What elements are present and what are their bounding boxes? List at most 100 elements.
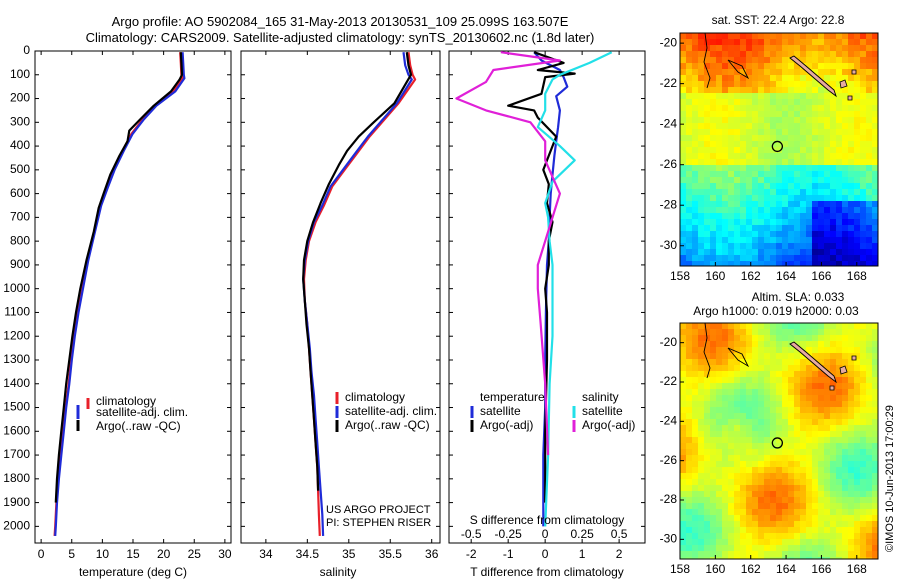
heatmap-cell xyxy=(764,329,771,336)
heatmap-cell xyxy=(752,449,759,456)
heatmap-cell xyxy=(764,123,771,130)
heatmap-cell xyxy=(740,57,747,64)
heatmap-cell xyxy=(830,159,837,166)
heatmap-cell xyxy=(752,347,759,354)
heatmap-cell xyxy=(830,177,837,184)
heatmap-cell xyxy=(764,237,771,244)
heatmap-cell xyxy=(830,111,837,118)
heatmap-cell xyxy=(686,99,693,106)
heatmap-cell xyxy=(782,413,789,420)
heatmap-cell xyxy=(770,425,777,432)
heatmap-cell xyxy=(866,237,873,244)
heatmap-cell xyxy=(704,147,711,154)
heatmap-cell xyxy=(830,129,837,136)
heatmap-cell xyxy=(752,377,759,384)
sst-loyalty-islands xyxy=(839,69,857,101)
heatmap-cell xyxy=(848,443,855,450)
heatmap-cell xyxy=(794,383,801,390)
heatmap-cell xyxy=(722,207,729,214)
heatmap-cell xyxy=(710,33,717,40)
heatmap-cell xyxy=(776,99,783,106)
heatmap-cell xyxy=(848,413,855,420)
heatmap-cell xyxy=(836,51,843,58)
heatmap-cell xyxy=(776,261,783,266)
heatmap-cell xyxy=(812,147,819,154)
x-tick-label: 10 xyxy=(96,547,110,561)
heatmap-cell xyxy=(746,455,753,462)
heatmap-cell xyxy=(734,225,741,232)
heatmap-cell xyxy=(680,147,687,154)
heatmap-cell xyxy=(818,371,825,378)
heatmap-cell xyxy=(734,527,741,534)
heatmap-cell xyxy=(698,365,705,372)
heatmap-cell xyxy=(734,135,741,142)
heatmap-cell xyxy=(746,401,753,408)
heatmap-cell xyxy=(812,45,819,52)
depth-tick-label: 1600 xyxy=(3,423,30,437)
heatmap-cell xyxy=(872,231,878,238)
heatmap-cell xyxy=(824,353,831,360)
heatmap-cell xyxy=(716,449,723,456)
heatmap-cell xyxy=(770,81,777,88)
heatmap-cell xyxy=(716,461,723,468)
heatmap-cell xyxy=(680,183,687,190)
heatmap-cell xyxy=(764,51,771,58)
heatmap-cell xyxy=(800,159,807,166)
heatmap-cell xyxy=(806,105,813,112)
heatmap-cell xyxy=(704,135,711,142)
heatmap-cell xyxy=(854,231,861,238)
heatmap-cell xyxy=(698,81,705,88)
heatmap-cell xyxy=(740,117,747,124)
heatmap-cell xyxy=(722,57,729,64)
heatmap-cell xyxy=(722,341,729,348)
heatmap-cell xyxy=(872,389,878,396)
heatmap-cell xyxy=(818,545,825,552)
heatmap-cell xyxy=(698,99,705,106)
heatmap-cell xyxy=(782,503,789,510)
heatmap-cell xyxy=(740,87,747,94)
heatmap-cell xyxy=(698,515,705,522)
heatmap-cell xyxy=(824,347,831,354)
heatmap-cell xyxy=(830,249,837,256)
heatmap-cell xyxy=(848,521,855,528)
heatmap-cell xyxy=(710,213,717,220)
heatmap-cell xyxy=(842,117,849,124)
heatmap-cell xyxy=(830,117,837,124)
heatmap-cell xyxy=(770,177,777,184)
heatmap-cell xyxy=(698,521,705,528)
heatmap-cell xyxy=(740,219,747,226)
heatmap-cell xyxy=(824,479,831,486)
heatmap-cell xyxy=(734,443,741,450)
heatmap-cell xyxy=(782,443,789,450)
heatmap-cell xyxy=(806,323,813,330)
heatmap-cell xyxy=(710,177,717,184)
heatmap-cell xyxy=(812,467,819,474)
heatmap-cell xyxy=(734,341,741,348)
heatmap-cell xyxy=(722,431,729,438)
heatmap-cell xyxy=(680,195,687,202)
heatmap-cell xyxy=(818,377,825,384)
heatmap-cell xyxy=(818,461,825,468)
x-tick-label: 30 xyxy=(218,547,232,561)
heatmap-cell xyxy=(740,201,747,208)
heatmap-cell xyxy=(710,467,717,474)
heatmap-cell xyxy=(734,359,741,366)
heatmap-cell xyxy=(842,255,849,262)
heatmap-cell xyxy=(764,371,771,378)
heatmap-cell xyxy=(716,323,723,330)
heatmap-cell xyxy=(764,413,771,420)
heatmap-cell xyxy=(734,147,741,154)
heatmap-cell xyxy=(698,395,705,402)
heatmap-cell xyxy=(752,401,759,408)
heatmap-cell xyxy=(848,63,855,70)
heatmap-cell xyxy=(716,419,723,426)
heatmap-cell xyxy=(758,243,765,250)
secondary-x-tick-label: -0.25 xyxy=(494,527,522,541)
heatmap-cell xyxy=(770,69,777,76)
heatmap-cell xyxy=(872,353,878,360)
heatmap-cell xyxy=(698,213,705,220)
heatmap-cell xyxy=(686,201,693,208)
heatmap-cell xyxy=(728,99,735,106)
heatmap-cell xyxy=(710,117,717,124)
heatmap-cell xyxy=(812,69,819,76)
